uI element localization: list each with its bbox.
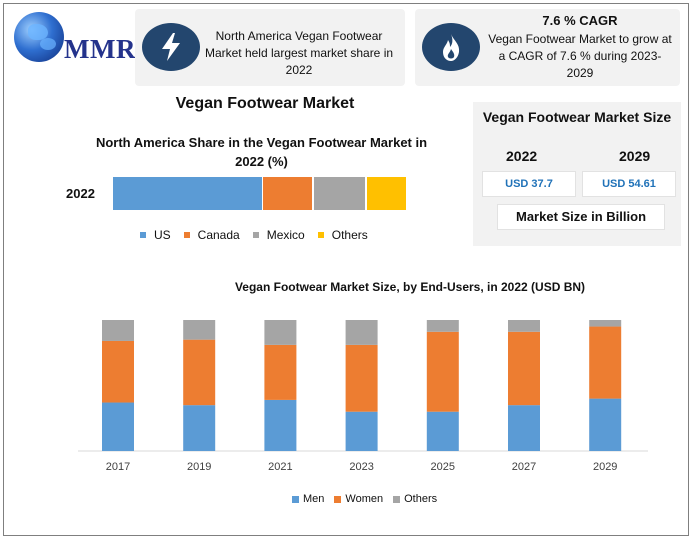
bar-men-2021 bbox=[264, 399, 297, 451]
cagr-title: 7.6 % CAGR bbox=[542, 13, 618, 28]
x-tick-label: 2021 bbox=[268, 461, 292, 473]
na-share-legend: US Canada Mexico Others bbox=[140, 228, 381, 242]
x-tick-label: 2027 bbox=[512, 461, 536, 473]
bar-women-2027 bbox=[508, 331, 540, 406]
legend-women: Women bbox=[334, 493, 383, 505]
bar-others-2025 bbox=[426, 320, 459, 332]
bar-men-2029 bbox=[589, 398, 622, 451]
bar-women-2025 bbox=[426, 331, 459, 412]
legend-mexico: Mexico bbox=[252, 228, 305, 242]
x-tick-label: 2019 bbox=[187, 461, 211, 473]
market-size-title: Vegan Footwear Market Size bbox=[482, 109, 672, 125]
end-users-legend: Men Women Others bbox=[292, 493, 447, 505]
legend-others: Others bbox=[317, 228, 368, 242]
legend-men: Men bbox=[292, 493, 324, 505]
bar-men-2027 bbox=[508, 405, 540, 451]
bar-men-2019 bbox=[183, 405, 216, 451]
info-card-cagr: 7.6 % CAGR Vegan Footwear Market to grow… bbox=[415, 9, 680, 86]
bar-others-2023 bbox=[345, 320, 378, 345]
na-share-segment-us bbox=[113, 177, 262, 210]
value-2022: USD 37.7 bbox=[482, 171, 576, 197]
lightning-icon bbox=[142, 23, 200, 71]
x-tick-label: 2023 bbox=[349, 461, 373, 473]
year-2029-label: 2029 bbox=[619, 148, 651, 164]
legend-canada: Canada bbox=[183, 228, 240, 242]
bar-others-2017 bbox=[102, 320, 134, 341]
info-card-region: North America Vegan Footwear Market held… bbox=[135, 9, 405, 86]
bar-men-2017 bbox=[102, 402, 134, 451]
bar-women-2023 bbox=[345, 344, 378, 412]
x-tick-label: 2017 bbox=[106, 461, 130, 473]
market-size-unit: Market Size in Billion bbox=[497, 204, 665, 230]
bar-others-2029 bbox=[589, 320, 622, 327]
bar-others-2019 bbox=[183, 320, 216, 340]
end-users-chart-title: Vegan Footwear Market Size, by End-Users… bbox=[234, 280, 586, 294]
bar-women-2029 bbox=[589, 326, 622, 399]
x-tick-label: 2029 bbox=[593, 461, 617, 473]
globe-icon bbox=[14, 12, 64, 62]
bar-others-2021 bbox=[264, 320, 297, 345]
value-2029: USD 54.61 bbox=[582, 171, 676, 197]
bar-women-2019 bbox=[183, 339, 216, 406]
bar-men-2025 bbox=[426, 411, 459, 451]
bar-men-2023 bbox=[345, 411, 378, 451]
legend-us: US bbox=[140, 228, 171, 242]
na-share-chart-title: North America Share in the Vegan Footwea… bbox=[95, 135, 428, 169]
na-share-segment-mexico bbox=[313, 177, 366, 210]
main-title: Vegan Footwear Market bbox=[175, 95, 355, 112]
mmr-logo: MMR bbox=[10, 12, 136, 64]
year-2022-label: 2022 bbox=[506, 148, 538, 164]
logo-text: MMR bbox=[64, 34, 136, 64]
legend-others-users: Others bbox=[393, 493, 437, 505]
cagr-text: Vegan Footwear Market to grow at a CAGR … bbox=[488, 32, 672, 80]
na-share-segment-others bbox=[366, 177, 407, 210]
na-share-year-label: 2022 bbox=[66, 186, 95, 201]
na-share-segment-canada bbox=[263, 177, 313, 210]
x-tick-label: 2025 bbox=[431, 461, 455, 473]
bar-women-2017 bbox=[102, 340, 134, 403]
region-share-text: North America Vegan Footwear Market held… bbox=[204, 29, 394, 77]
bar-women-2021 bbox=[264, 344, 297, 400]
flame-icon bbox=[422, 23, 480, 71]
bar-others-2027 bbox=[508, 320, 540, 332]
